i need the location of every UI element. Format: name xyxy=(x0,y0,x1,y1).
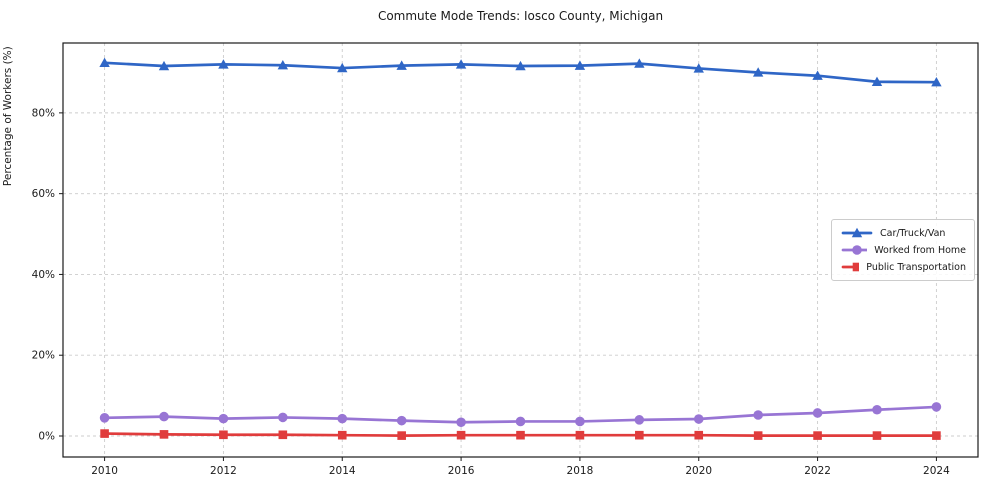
legend-item-car-truck-van: Car/Truck/Van xyxy=(841,226,966,240)
x-tick-label: 2024 xyxy=(923,465,950,477)
marker-car-truck-van-2013 xyxy=(277,60,289,70)
marker-car-truck-van-2023 xyxy=(871,76,883,86)
y-tick-label: 20% xyxy=(32,350,55,362)
marker-worked-from-home-2024 xyxy=(931,402,942,412)
marker-car-truck-van-2017 xyxy=(515,60,526,71)
marker-worked-from-home-2016 xyxy=(456,417,466,428)
x-tick-label: 2016 xyxy=(448,465,475,477)
marker-car-truck-van-2010 xyxy=(99,57,110,67)
x-tick-label: 2020 xyxy=(685,465,712,477)
x-tick-label: 2012 xyxy=(210,465,237,477)
x-tick-label: 2022 xyxy=(804,465,831,477)
marker-car-truck-van-2012 xyxy=(218,59,229,69)
legend-sample-marker xyxy=(852,262,860,272)
y-tick-label: 0% xyxy=(38,430,55,442)
marker-worked-from-home-2017 xyxy=(515,416,526,427)
series-worked-from-home xyxy=(99,402,942,428)
marker-public-transportation-2010 xyxy=(100,429,109,438)
marker-public-transportation-2014 xyxy=(337,430,347,440)
marker-public-transportation-2013 xyxy=(278,430,288,440)
legend-sample-marker xyxy=(852,245,862,255)
chart-title: Commute Mode Trends: Iosco County, Michi… xyxy=(377,9,664,23)
marker-worked-from-home-2014 xyxy=(337,413,348,424)
marker-worked-from-home-2021 xyxy=(753,410,763,420)
marker-public-transportation-2023 xyxy=(872,431,882,440)
legend-item-worked-from-home: Worked from Home xyxy=(841,243,966,257)
plot-frame xyxy=(62,42,979,458)
marker-car-truck-van-2016 xyxy=(455,59,467,69)
marker-public-transportation-2018 xyxy=(575,430,585,440)
marker-public-transportation-2016 xyxy=(456,430,466,440)
marker-car-truck-van-2022 xyxy=(812,70,823,80)
marker-car-truck-van-2011 xyxy=(158,60,170,71)
marker-worked-from-home-2019 xyxy=(634,415,645,425)
marker-car-truck-van-2024 xyxy=(931,76,942,87)
marker-worked-from-home-2023 xyxy=(872,404,882,415)
marker-public-transportation-2024 xyxy=(932,431,941,440)
marker-car-truck-van-2018 xyxy=(574,60,586,70)
marker-public-transportation-2017 xyxy=(516,430,525,440)
marker-worked-from-home-2011 xyxy=(159,411,169,422)
marker-public-transportation-2022 xyxy=(813,431,822,440)
y-tick-label: 40% xyxy=(32,269,55,281)
legend-sample-square-icon xyxy=(841,262,860,272)
marker-public-transportation-2015 xyxy=(397,431,406,440)
marker-public-transportation-2021 xyxy=(753,431,763,440)
marker-car-truck-van-2020 xyxy=(693,63,704,73)
y-axis-label: Percentage of Workers (%) xyxy=(2,46,14,187)
legend-label: Car/Truck/Van xyxy=(880,227,946,239)
marker-worked-from-home-2020 xyxy=(693,414,704,424)
marker-worked-from-home-2010 xyxy=(99,413,110,423)
marker-worked-from-home-2015 xyxy=(396,415,407,426)
marker-worked-from-home-2013 xyxy=(278,412,288,423)
legend-sample-circle-icon xyxy=(841,245,868,255)
series-car-truck-van xyxy=(99,57,942,87)
marker-public-transportation-2019 xyxy=(635,430,644,440)
marker-worked-from-home-2018 xyxy=(575,416,585,427)
x-tick-label: 2018 xyxy=(567,465,594,477)
x-tick-label: 2010 xyxy=(91,465,118,477)
marker-worked-from-home-2022 xyxy=(812,408,823,418)
marker-car-truck-van-2019 xyxy=(634,58,645,68)
marker-car-truck-van-2015 xyxy=(396,60,407,70)
legend-sample-triangle-icon xyxy=(841,227,873,238)
legend-label: Public Transportation xyxy=(866,261,966,273)
legend-box: Car/Truck/Van Worked from Home Public Tran… xyxy=(831,219,975,281)
y-tick-label: 60% xyxy=(32,188,55,200)
x-tick-label: 2014 xyxy=(329,465,356,477)
legend-label: Worked from Home xyxy=(874,244,966,256)
marker-public-transportation-2012 xyxy=(219,430,228,440)
legend-item-public-transportation: Public Transportation xyxy=(841,260,966,274)
y-tick-label: 80% xyxy=(32,107,55,119)
marker-car-truck-van-2021 xyxy=(752,67,764,77)
legend-sample-marker xyxy=(851,227,863,238)
series-public-transportation xyxy=(100,429,941,440)
marker-worked-from-home-2012 xyxy=(218,413,229,424)
marker-car-truck-van-2014 xyxy=(337,62,348,73)
marker-public-transportation-2011 xyxy=(159,430,169,439)
marker-public-transportation-2020 xyxy=(694,430,704,440)
